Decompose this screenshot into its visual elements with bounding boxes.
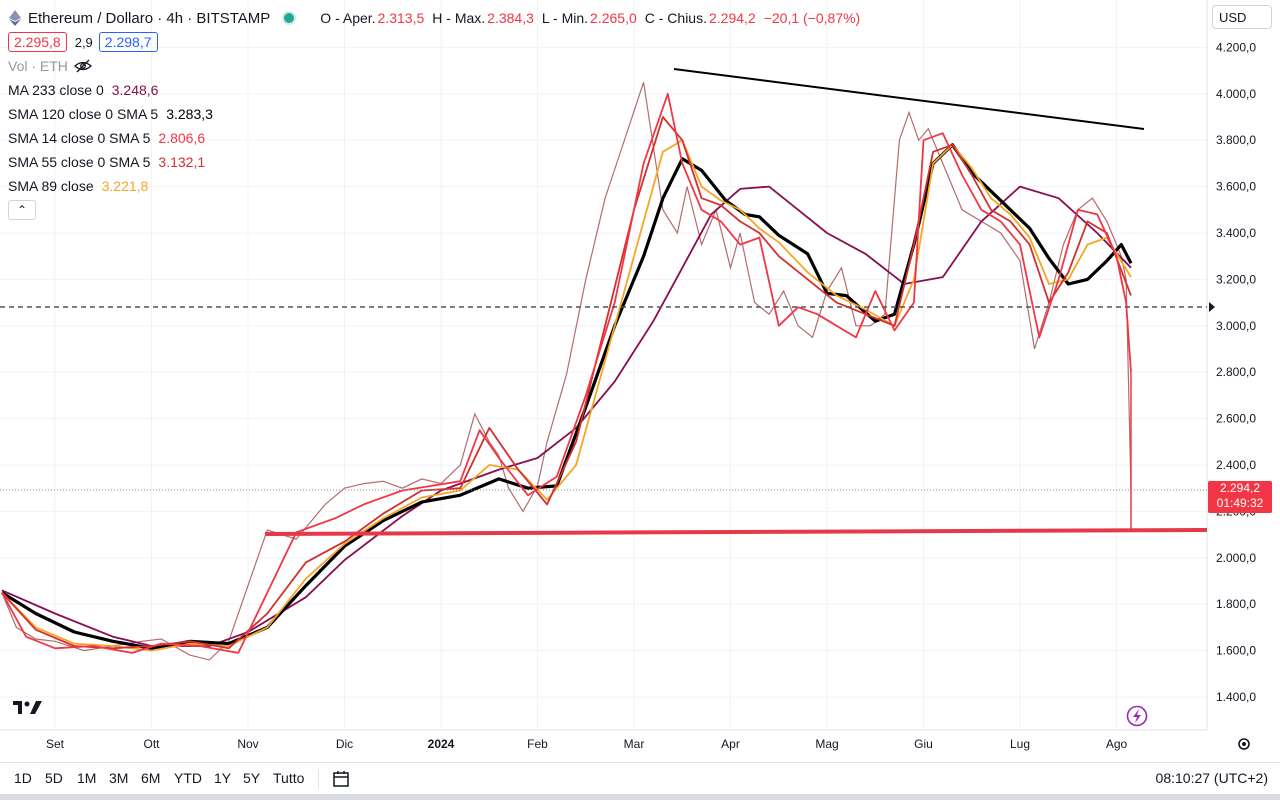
tradingview-logo-icon[interactable] xyxy=(13,701,42,714)
ma-series-line xyxy=(1,116,1132,650)
y-tick-label: 2.000,0 xyxy=(1216,551,1256,565)
collapse-legend-button[interactable]: ⌃ xyxy=(8,200,36,220)
range-ytd[interactable]: YTD xyxy=(174,770,202,786)
eye-hidden-icon[interactable] xyxy=(73,59,92,73)
series-group xyxy=(1,82,1133,661)
y-tick-label: 4.200,0 xyxy=(1216,40,1256,54)
calendar-icon[interactable] xyxy=(331,769,351,789)
x-tick-label: Mag xyxy=(815,737,838,751)
x-tick-label: Feb xyxy=(527,737,548,751)
lightning-icon[interactable] xyxy=(1126,705,1148,727)
y-tick-label: 3.400,0 xyxy=(1216,226,1256,240)
y-tick-label: 3.800,0 xyxy=(1216,133,1256,147)
x-tick-label: Giu xyxy=(914,737,933,751)
bottom-strip xyxy=(0,794,1280,800)
indicator-row[interactable]: SMA 14 close 0 SMA 5 2.806,6 xyxy=(8,130,206,146)
y-tick-label: 4.000,0 xyxy=(1216,87,1256,101)
x-tick-label: Ott xyxy=(143,737,160,751)
clock-timezone[interactable]: 08:10:27 (UTC+2) xyxy=(1155,770,1268,786)
x-axis: Set Ott Nov Dic 2024 Feb Mar Apr Mag Giu Lug Ago xyxy=(46,737,1128,751)
indicator-list: MA 233 close 0 3.248,6 SMA 120 close 0 SM… xyxy=(8,78,860,198)
bid-ask-row: 2.295,8 2,9 2.298,7 xyxy=(8,30,860,54)
x-tick-label: Apr xyxy=(721,737,740,751)
y-tick-label: 1.400,0 xyxy=(1216,690,1256,704)
range-3m[interactable]: 3M xyxy=(109,770,129,786)
volume-label: Vol · ETH xyxy=(8,58,68,74)
y-tick-label: 2.400,0 xyxy=(1216,458,1256,472)
ma-series-line xyxy=(1,185,1132,647)
support-line[interactable] xyxy=(264,528,1208,536)
x-tick-label: Dic xyxy=(336,737,353,751)
x-tick-label: Ago xyxy=(1106,737,1128,751)
ethereum-icon xyxy=(9,10,21,26)
sell-price-button[interactable]: 2.295,8 xyxy=(8,32,67,52)
y-axis: 1.400,01.600,01.800,02.000,02.200,02.400… xyxy=(1216,40,1256,704)
spread-value: 2,9 xyxy=(74,34,93,50)
y-tick-label: 3.000,0 xyxy=(1216,319,1256,333)
volume-row[interactable]: Vol · ETH xyxy=(8,54,860,78)
range-1m[interactable]: 1M xyxy=(77,770,97,786)
ma-series-line xyxy=(1,139,1132,652)
x-tick-label: Set xyxy=(46,737,65,751)
ohlc-open: O - Aper. 2.313,5 xyxy=(320,10,425,26)
range-5d[interactable]: 5D xyxy=(45,770,63,786)
symbol-row: Ethereum / Dollaro · 4h · BITSTAMP O - A… xyxy=(8,6,860,30)
ohlc-close: C - Chius. 2.294,2 xyxy=(644,10,756,26)
ohlc-low: L - Min. 2.265,0 xyxy=(541,10,637,26)
buy-price-button[interactable]: 2.298,7 xyxy=(98,32,158,52)
symbol-title[interactable]: Ethereum / Dollaro · 4h · BITSTAMP xyxy=(28,9,271,27)
x-tick-label: Lug xyxy=(1010,737,1030,751)
x-tick-label: Mar xyxy=(624,737,645,751)
price-chart[interactable]: 1.400,01.600,01.800,02.000,02.200,02.400… xyxy=(0,0,1280,760)
range-all[interactable]: Tutto xyxy=(273,770,305,786)
resistance-trendline[interactable] xyxy=(673,68,1145,130)
price-series xyxy=(1,82,1132,661)
last-price: 2.294,2 xyxy=(1219,481,1261,495)
ohlc-high: H - Max. 2.384,3 xyxy=(432,10,534,26)
x-tick-label: Nov xyxy=(237,737,258,751)
y-tick-label: 1.600,0 xyxy=(1216,644,1256,658)
range-6m[interactable]: 6M xyxy=(141,770,161,786)
range-5y[interactable]: 5Y xyxy=(243,770,261,786)
price-change: −20,1 (−0,87%) xyxy=(763,10,861,26)
grid-lines xyxy=(0,0,1207,730)
y-tick-label: 2.800,0 xyxy=(1216,365,1256,379)
range-1y[interactable]: 1Y xyxy=(214,770,232,786)
last-price-tag: 2.294,2 01:49:32 xyxy=(1208,481,1272,513)
indicator-row[interactable]: SMA 55 close 0 SMA 5 3.132,1 xyxy=(8,154,206,170)
market-status-icon xyxy=(282,11,297,25)
indicator-row[interactable]: SMA 89 close 3.221,8 xyxy=(8,178,149,194)
y-tick-label: 1.800,0 xyxy=(1216,597,1256,611)
chart-legend: Ethereum / Dollaro · 4h · BITSTAMP O - A… xyxy=(8,6,860,222)
y-tick-label: 2.600,0 xyxy=(1216,412,1256,426)
toolbar-divider xyxy=(318,769,319,789)
indicator-row[interactable]: SMA 120 close 0 SMA 5 3.283,3 xyxy=(8,106,213,122)
y-tick-label: 3.200,0 xyxy=(1216,272,1256,286)
indicator-row[interactable]: MA 233 close 0 3.248,6 xyxy=(8,82,159,98)
x-tick-label: 2024 xyxy=(428,737,455,751)
price-marker-arrow xyxy=(1209,302,1215,312)
range-1d[interactable]: 1D xyxy=(14,770,32,786)
gear-icon[interactable] xyxy=(1238,738,1250,750)
y-tick-label: 3.600,0 xyxy=(1216,180,1256,194)
bar-countdown: 01:49:32 xyxy=(1216,496,1264,510)
bottom-toolbar: 1D 5D 1M 3M 6M YTD 1Y 5Y Tutto 08:10:27 … xyxy=(0,762,1280,795)
ma-series-line xyxy=(1,92,1132,654)
currency-select[interactable]: USD xyxy=(1212,5,1272,29)
